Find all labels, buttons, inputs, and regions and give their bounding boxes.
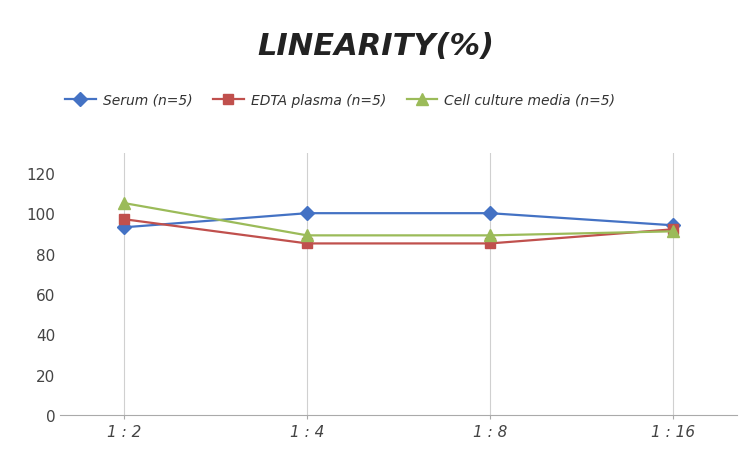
Line: Cell culture media (n=5): Cell culture media (n=5)	[119, 198, 678, 241]
Text: LINEARITY(%): LINEARITY(%)	[257, 32, 495, 60]
Serum (n=5)	[302, 211, 311, 216]
Cell culture media (n=5)	[302, 233, 311, 239]
EDTA plasma (n=5)	[120, 217, 129, 222]
Cell culture media (n=5)	[120, 201, 129, 207]
EDTA plasma (n=5)	[669, 227, 678, 233]
EDTA plasma (n=5)	[486, 241, 495, 247]
Line: Serum (n=5): Serum (n=5)	[120, 209, 678, 233]
Cell culture media (n=5)	[486, 233, 495, 239]
Serum (n=5)	[486, 211, 495, 216]
Legend: Serum (n=5), EDTA plasma (n=5), Cell culture media (n=5): Serum (n=5), EDTA plasma (n=5), Cell cul…	[59, 88, 620, 113]
Serum (n=5)	[120, 225, 129, 230]
Line: EDTA plasma (n=5): EDTA plasma (n=5)	[120, 215, 678, 249]
Cell culture media (n=5)	[669, 229, 678, 235]
Serum (n=5)	[669, 223, 678, 229]
EDTA plasma (n=5)	[302, 241, 311, 247]
